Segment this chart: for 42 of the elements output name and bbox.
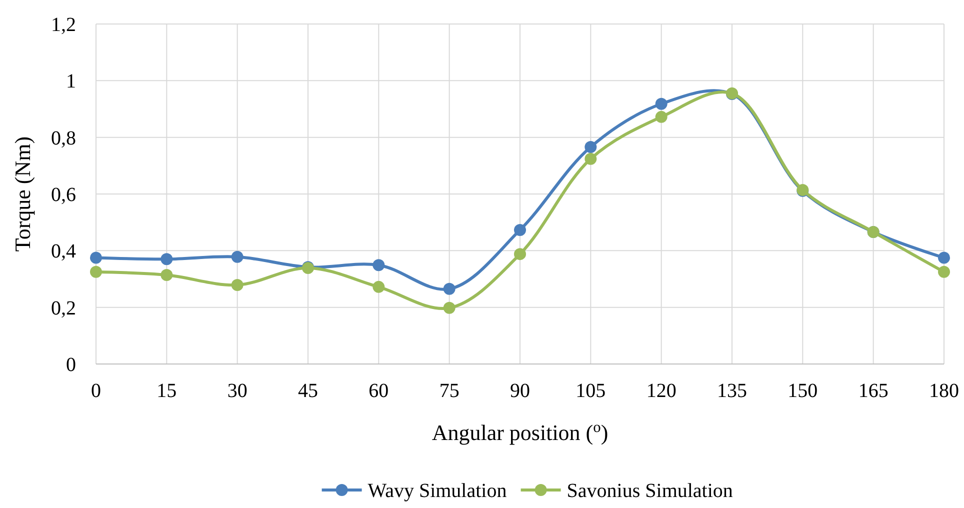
point	[584, 152, 597, 165]
point	[160, 253, 173, 266]
y-tick-label: 0,8	[51, 127, 76, 150]
point	[938, 266, 950, 278]
x-tick-label: 180	[929, 380, 959, 402]
x-tick-label: 15	[156, 380, 177, 402]
point	[90, 266, 102, 278]
y-tick-label: 0,6	[51, 184, 76, 206]
x-tick-label: 75	[439, 380, 460, 402]
y-tick-label: 0,2	[51, 297, 76, 320]
point	[514, 224, 526, 236]
x-tick-label: 45	[298, 380, 318, 402]
point	[443, 302, 456, 314]
point	[938, 252, 950, 264]
x-tick-label: 90	[510, 380, 530, 402]
point	[372, 280, 385, 293]
y-tick-label: 1,2	[51, 14, 76, 36]
x-tick-label: 120	[646, 380, 676, 402]
point	[372, 259, 385, 272]
point	[231, 250, 244, 263]
point	[231, 278, 244, 291]
legend-label: Savonius Simulation	[566, 480, 733, 502]
point	[655, 110, 668, 123]
point	[90, 252, 102, 264]
x-tick-label: 0	[91, 380, 101, 402]
x-tick-label: 60	[368, 380, 389, 402]
point	[584, 140, 597, 153]
y-tick-label: 0	[66, 354, 76, 376]
x-axis-title: Angular position ($^{o}$)	[432, 418, 608, 445]
y-tick-label: 0,4	[51, 240, 76, 263]
x-tick-label: 150	[788, 380, 818, 402]
y-axis-title: Torque (Nm)	[10, 136, 35, 252]
point	[160, 269, 173, 282]
point	[655, 98, 668, 110]
legend-label: Wavy Simulation	[368, 480, 507, 502]
point	[514, 248, 526, 260]
y-tick-label: 1	[66, 70, 76, 93]
x-tick-label: 30	[227, 380, 248, 402]
x-tick-label: 165	[858, 380, 888, 402]
x-tick-label: 105	[576, 380, 606, 402]
x-tick-label: 135	[717, 380, 747, 402]
point	[443, 282, 456, 295]
